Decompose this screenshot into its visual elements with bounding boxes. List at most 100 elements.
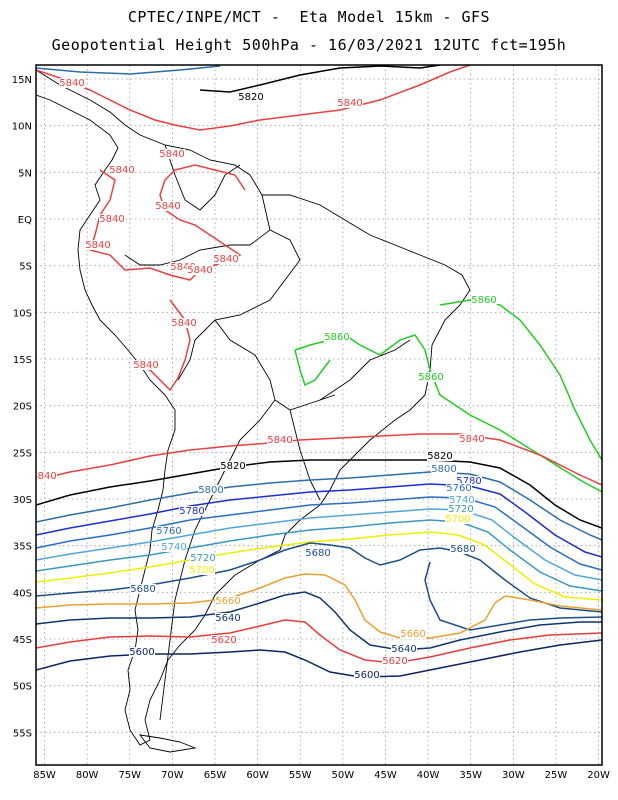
longitude-label: 45W	[374, 770, 397, 781]
contour-label-background	[189, 565, 215, 575]
longitude-label: 55W	[289, 770, 312, 781]
contour-label-background	[471, 295, 497, 305]
border-3	[214, 319, 336, 411]
contour-label: 5700	[189, 565, 214, 576]
contour-label-background	[445, 514, 471, 524]
contour-label-background	[198, 485, 224, 495]
latitude-label: 50S	[13, 682, 32, 693]
latitude-label: 25S	[13, 448, 32, 459]
contour-label: 5660	[215, 596, 240, 607]
contour-label: 5860	[471, 295, 496, 306]
contour-label: 5820	[220, 461, 245, 472]
contour-5840-south	[36, 433, 602, 486]
border-6	[164, 144, 241, 211]
contour-label: 5780	[456, 476, 481, 487]
contour-label-background	[59, 78, 85, 88]
contour-label-background	[161, 542, 187, 552]
contour-label-background	[354, 670, 380, 680]
contour-label: 5840	[59, 78, 84, 89]
contour-label-background	[211, 635, 237, 645]
contour-label-background	[427, 451, 453, 461]
contour-label-background	[190, 553, 216, 563]
contour-label: 5840	[337, 98, 362, 109]
map-frame-border	[35, 64, 603, 766]
contour-label-background	[215, 613, 241, 623]
map-title-line-2: Geopotential Height 500hPa - 16/03/2021 …	[51, 36, 567, 54]
longitude-label: 35W	[459, 770, 482, 781]
contour-5700	[36, 531, 602, 601]
contour-5660	[36, 573, 602, 639]
contour-5760	[36, 496, 602, 571]
contour-label: 5640	[215, 613, 240, 624]
contour-5720	[36, 519, 602, 592]
contour-label-background	[456, 476, 482, 486]
contour-label: 5840	[170, 262, 195, 273]
border-1	[124, 194, 271, 266]
contour-label-background	[179, 506, 205, 516]
contour-label: 5820	[427, 451, 452, 462]
longitude-label: 20W	[587, 770, 610, 781]
contour-label-background	[130, 584, 156, 594]
latitude-label: 45S	[13, 635, 32, 646]
longitude-label: 70W	[161, 770, 184, 781]
contour-label: 5800	[431, 464, 456, 475]
contour-label-background	[450, 544, 476, 554]
contour-label: 5860	[418, 372, 443, 383]
latitude-label: EQ	[18, 215, 32, 226]
contour-label-background	[220, 461, 246, 471]
geopotential-contours	[36, 65, 602, 678]
contour-5680	[36, 542, 602, 613]
map-title-line-1: CPTEC/INPE/MCT - Eta Model 15km - GFS	[127, 8, 491, 26]
contour-label-background	[215, 596, 241, 606]
longitude-label: 40W	[417, 770, 440, 781]
contour-label-background	[129, 647, 155, 657]
latitude-label: 5S	[19, 262, 32, 273]
contour-5800	[36, 471, 602, 541]
contour-label-background	[418, 372, 444, 382]
contour-label-background	[171, 318, 197, 328]
contour-5620	[36, 619, 602, 664]
contour-label-background	[187, 265, 213, 275]
latitude-label: 35S	[13, 542, 32, 553]
contour-label: 5840	[213, 254, 238, 265]
contour-label: 5700	[445, 514, 470, 525]
contour-label-background	[448, 504, 474, 514]
border-7	[319, 339, 411, 401]
border-2	[177, 229, 301, 381]
contour-label: 5840	[109, 165, 134, 176]
latitude-labels: 15N 10N 5N EQ 5S 10S 15S 20S 25S 30S 35S 40S 45S 50S 5…	[12, 75, 32, 739]
latitude-label: 15N	[12, 75, 32, 86]
contour-label-background	[170, 262, 196, 272]
contour-label: 5620	[382, 656, 407, 667]
longitude-label: 80W	[76, 770, 99, 781]
contour-label-background	[156, 526, 182, 536]
contour-5640	[36, 591, 602, 651]
contour-label: 5840	[187, 265, 212, 276]
contour-label-background	[446, 483, 472, 493]
latitude-label: 40S	[13, 588, 32, 599]
contour-label-background	[159, 149, 185, 159]
contour-5780	[36, 483, 602, 558]
contour-label: 5600	[129, 647, 154, 658]
contour-5820-north	[199, 65, 441, 93]
contour-label: 5760	[156, 526, 181, 537]
contour-label: 5680	[130, 584, 155, 595]
contour-label: 5840	[31, 471, 56, 482]
contour-5840-north	[36, 65, 471, 131]
contour-label: 5840	[267, 435, 292, 446]
latitude-label: 15S	[13, 355, 32, 366]
contour-label: 5840	[155, 201, 180, 212]
longitude-labels: 85W 80W 75W 70W 65W 60W 55W 50W 45W 40W 35W 30W 25W 2…	[33, 770, 610, 781]
contour-label: 5720	[190, 553, 215, 564]
contour-label: 5840	[171, 318, 196, 329]
contour-label: 5720	[448, 504, 473, 515]
contour-label-background	[109, 165, 135, 175]
contour-label-background	[133, 360, 159, 370]
contour-label-background	[267, 435, 293, 445]
longitude-label: 75W	[118, 770, 141, 781]
contour-label-background	[85, 240, 111, 250]
contour-label-background	[238, 92, 264, 102]
contour-label-background	[155, 201, 181, 211]
tierra-del-fuego	[138, 734, 197, 753]
